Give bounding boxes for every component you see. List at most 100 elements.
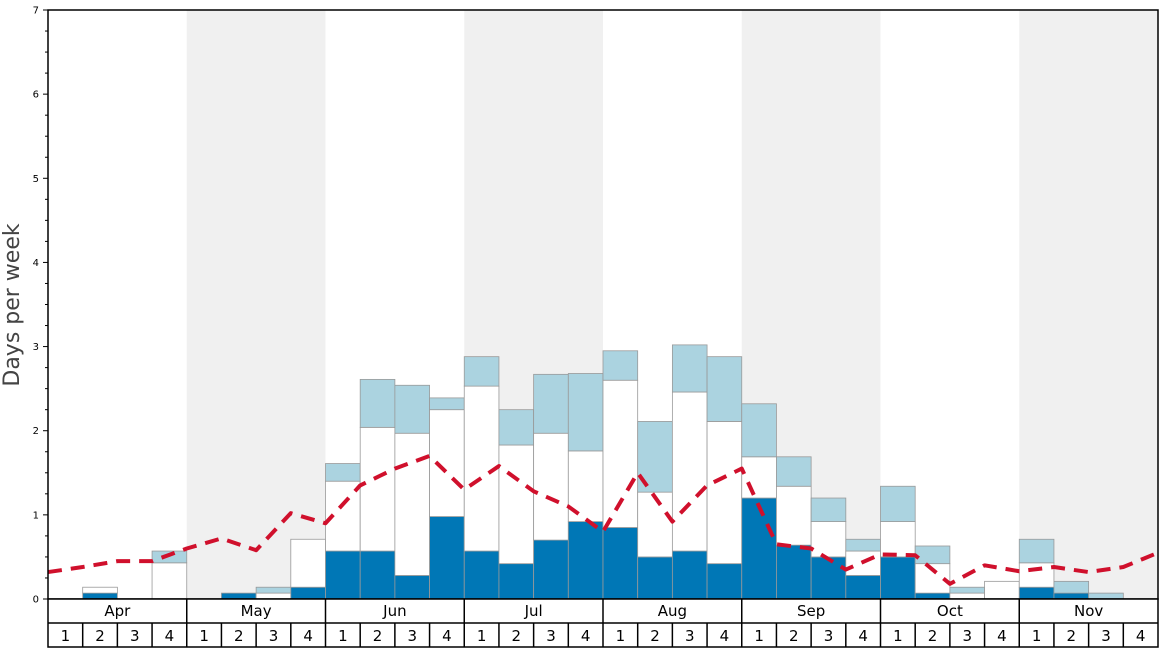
bar-dark-22 [776, 544, 812, 600]
y-tick-label-7: 7 [33, 6, 39, 17]
week-label-31: 3 [1101, 627, 1111, 645]
x-axis: Apr May Jun Jul Aug Sep Oct Nov 1 2 3 4 1 2 3 4 1 2 3 4 1 2 3 4… [47, 598, 1159, 648]
bar-light-31 [1088, 592, 1124, 600]
month-label-jul: Jul [524, 602, 543, 620]
bar-light-9 [325, 463, 361, 482]
bar-dark-18 [637, 556, 673, 600]
week-label-18: 2 [650, 627, 660, 645]
bar-dark-29 [1018, 586, 1055, 600]
bar-white-25 [880, 521, 916, 558]
bar-white-2 [82, 586, 118, 594]
bar-light-29 [1018, 538, 1055, 564]
trend-line [47, 453, 1159, 586]
week-label-30: 2 [1067, 627, 1077, 645]
bar-dark-24 [845, 575, 881, 600]
bar-white-11 [394, 432, 430, 576]
week-label-13: 1 [477, 627, 487, 645]
bar-light-22 [776, 456, 812, 487]
month-label-nov: Nov [1074, 602, 1103, 620]
bar-dark-26 [914, 592, 951, 600]
month-label-oct: Oct [937, 602, 963, 620]
y-tick-label-5: 5 [33, 174, 39, 185]
bar-white-14 [498, 444, 535, 565]
y-tick-label-4: 4 [33, 258, 39, 269]
bar-light-12 [429, 397, 465, 411]
bar-white-15 [533, 432, 569, 541]
y-tick-label-2: 2 [33, 426, 39, 437]
bar-dark-11 [394, 575, 430, 600]
bar-white-23 [810, 521, 847, 558]
y-tick-label-1: 1 [33, 510, 39, 521]
week-label-1: 1 [61, 627, 71, 645]
week-label-19: 3 [685, 627, 695, 645]
bar-light-11 [394, 384, 430, 434]
bar-light-24 [845, 538, 881, 552]
bar-light-30 [1053, 580, 1090, 594]
bar-light-19 [671, 344, 708, 393]
bar-light-14 [498, 409, 535, 446]
week-label-32: 4 [1136, 627, 1146, 645]
bar-dark-20 [706, 563, 743, 600]
bar-dark-19 [671, 550, 708, 600]
bar-dark-8 [290, 586, 326, 600]
bar-white-21 [741, 456, 777, 499]
bar-light-10 [359, 378, 396, 428]
y-tick-label-3: 3 [33, 342, 39, 353]
month-label-jun: Jun [382, 602, 406, 620]
bar-dark-6 [221, 592, 257, 600]
bar-white-27 [949, 592, 985, 600]
week-label-29: 1 [1032, 627, 1042, 645]
week-label-4: 4 [165, 627, 175, 645]
bar-dark-9 [325, 550, 361, 600]
month-band-nov [1019, 10, 1158, 599]
bar-dark-25 [880, 556, 916, 600]
bar-dark-12 [429, 516, 465, 600]
week-label-26: 2 [928, 627, 938, 645]
bar-white-28 [984, 580, 1020, 600]
bar-dark-13 [463, 550, 500, 600]
week-label-2: 2 [95, 627, 105, 645]
month-label-may: May [241, 602, 272, 620]
week-label-9: 1 [338, 627, 348, 645]
bar-white-19 [671, 391, 708, 552]
trend-line-path [47, 453, 1159, 586]
week-label-12: 4 [442, 627, 452, 645]
bar-white-10 [359, 426, 396, 552]
bar-light-7 [255, 586, 292, 594]
week-label-11: 3 [407, 627, 417, 645]
bar-light-23 [810, 497, 847, 522]
bar-white-18 [637, 491, 673, 558]
bar-dark-16 [567, 521, 604, 600]
week-label-14: 2 [512, 627, 522, 645]
month-label-apr: Apr [104, 602, 131, 620]
bar-light-16 [567, 373, 604, 452]
bar-white-7 [255, 592, 292, 600]
bar-light-21 [741, 403, 777, 458]
week-label-27: 3 [962, 627, 972, 645]
week-label-3: 3 [130, 627, 140, 645]
month-band-may [186, 10, 326, 599]
week-label-7: 3 [269, 627, 279, 645]
bar-light-27 [949, 586, 985, 594]
bar-light-20 [706, 356, 743, 422]
week-label-10: 2 [373, 627, 383, 645]
bar-white-4 [151, 562, 188, 600]
week-label-20: 4 [720, 627, 730, 645]
week-label-8: 4 [303, 627, 313, 645]
week-label-24: 4 [858, 627, 868, 645]
bar-dark-15 [533, 539, 569, 600]
bar-light-26 [914, 545, 951, 565]
month-label-sep: Sep [797, 602, 825, 620]
bar-dark-14 [498, 563, 535, 600]
bar-dark-21 [741, 497, 777, 600]
bar-white-8 [290, 538, 326, 588]
week-label-15: 3 [546, 627, 556, 645]
week-label-5: 1 [199, 627, 209, 645]
bar-light-15 [533, 373, 569, 434]
bar-white-12 [429, 409, 465, 517]
y-tick-label-0: 0 [33, 595, 39, 606]
week-label-28: 4 [997, 627, 1007, 645]
week-label-16: 4 [581, 627, 591, 645]
bar-white-29 [1018, 562, 1055, 588]
